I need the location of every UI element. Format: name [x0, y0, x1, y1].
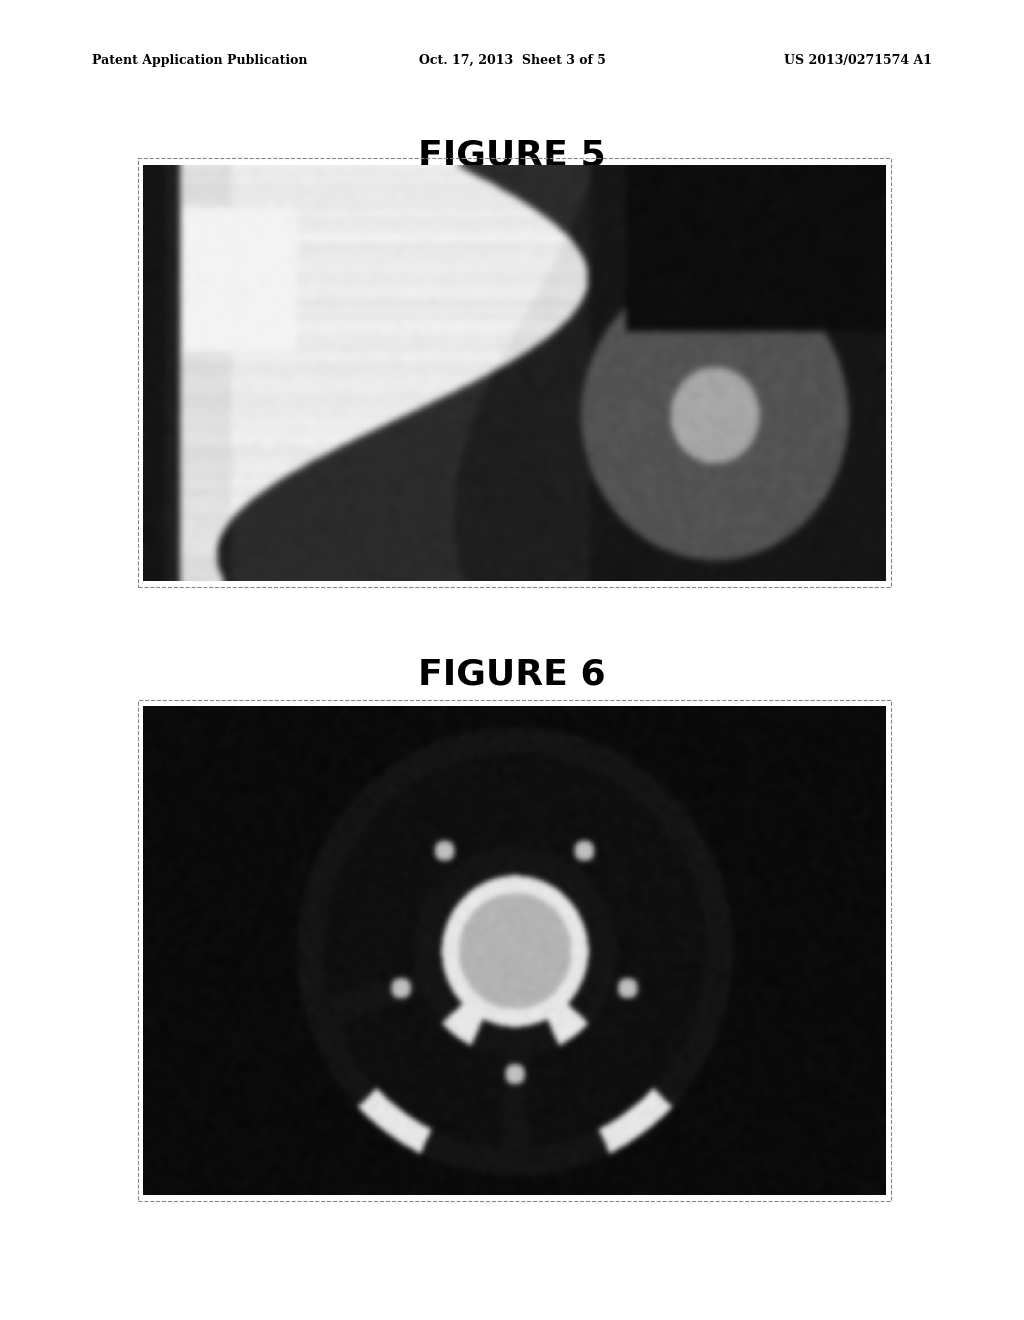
- Text: US 2013/0271574 A1: US 2013/0271574 A1: [783, 54, 932, 67]
- Text: FIGURE 6: FIGURE 6: [418, 657, 606, 692]
- Text: Oct. 17, 2013  Sheet 3 of 5: Oct. 17, 2013 Sheet 3 of 5: [419, 54, 605, 67]
- Bar: [138, 700, 891, 1201]
- Bar: [138, 158, 891, 587]
- Text: FIGURE 5: FIGURE 5: [418, 139, 606, 173]
- Text: Patent Application Publication: Patent Application Publication: [92, 54, 307, 67]
